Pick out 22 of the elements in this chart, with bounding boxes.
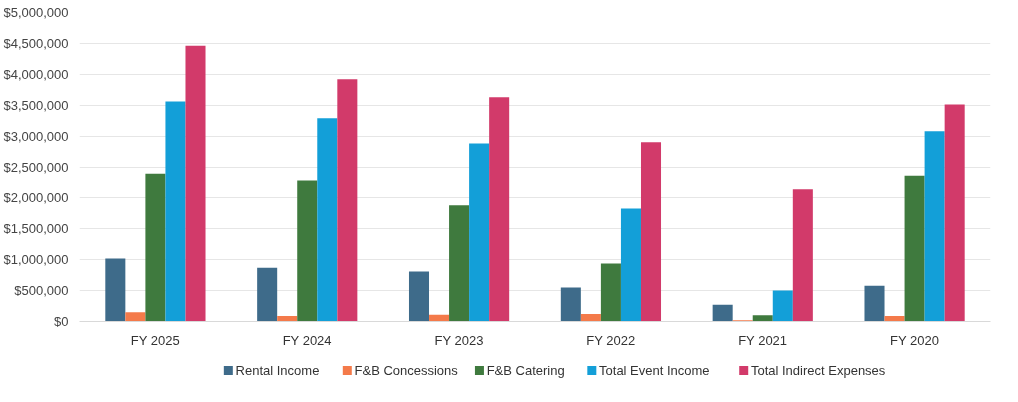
x-tick-label: FY 2022: [586, 332, 636, 348]
y-tick-label: $500,000: [14, 283, 69, 299]
y-tick-label: $1,000,000: [3, 252, 69, 268]
x-tick-label: FY 2025: [130, 332, 180, 348]
y-tick-label: $2,000,000: [3, 190, 69, 206]
x-tick-label: FY 2021: [738, 332, 788, 348]
y-tick-label: $3,500,000: [3, 97, 69, 113]
x-tick-label: FY 2020: [890, 332, 939, 348]
y-tick-label: $4,500,000: [3, 35, 69, 51]
legend-label: Total Indirect Expenses: [750, 363, 886, 378]
y-tick-label: $4,000,000: [3, 66, 69, 82]
legend-label: Rental Income: [235, 363, 320, 378]
y-tick-label: $1,500,000: [3, 221, 69, 237]
y-tick-label: $3,000,000: [3, 128, 69, 144]
x-tick-label: FY 2023: [434, 332, 484, 348]
legend-label: Total Event Income: [599, 363, 710, 378]
y-tick-label: $0: [54, 314, 69, 329]
legend-label: F&B Catering: [486, 363, 565, 378]
x-tick-label: FY 2024: [282, 332, 332, 348]
legend-label: F&B Concessions: [354, 363, 459, 378]
y-tick-label: $2,500,000: [3, 159, 69, 175]
y-tick-label: $5,000,000: [3, 5, 69, 20]
